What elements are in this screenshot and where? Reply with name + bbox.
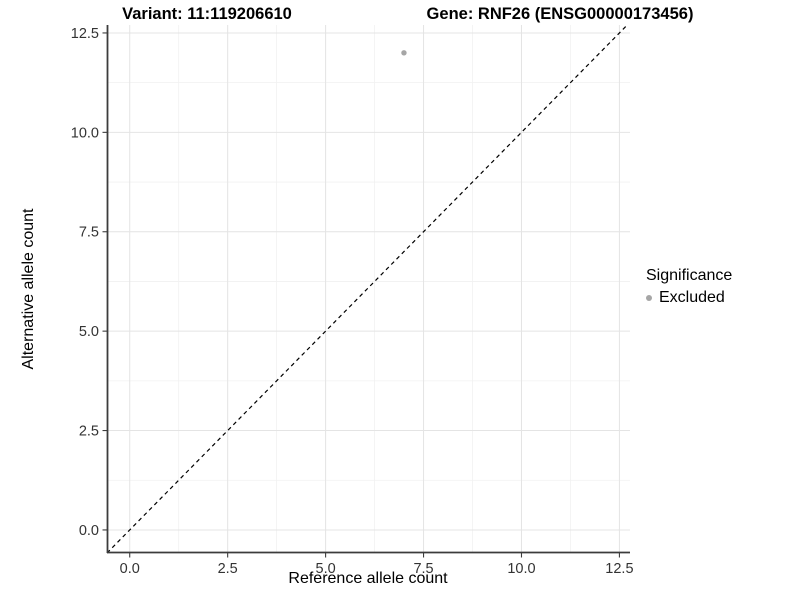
- x-tick-label: 2.5: [218, 561, 238, 577]
- plot-title-variant: Variant: 11:119206610: [122, 5, 292, 23]
- x-tick-label: 0.0: [120, 561, 140, 577]
- data-point: [401, 50, 407, 56]
- y-tick-label: 7.5: [79, 225, 99, 241]
- x-axis-label: Reference allele count: [288, 570, 448, 587]
- plot-title-gene: Gene: RNF26 (ENSG00000173456): [426, 5, 694, 23]
- legend-item-excluded: Excluded: [646, 289, 732, 307]
- x-tick-label: 7.5: [413, 561, 433, 577]
- y-tick-label: 2.5: [79, 424, 99, 440]
- y-axis-label: Alternative allele count: [20, 208, 37, 370]
- y-tick-label: 5.0: [79, 324, 99, 340]
- legend-title: Significance: [646, 267, 733, 284]
- legend-item-label: Excluded: [659, 289, 725, 306]
- y-tick-label: 12.5: [71, 26, 99, 42]
- legend: Significance Excluded: [646, 267, 732, 307]
- x-tick-label: 10.0: [507, 561, 535, 577]
- y-tick-label: 10.0: [71, 125, 99, 141]
- x-tick-label: 12.5: [605, 561, 633, 577]
- legend-point-icon: [646, 295, 652, 301]
- identity-reference-line: [106, 24, 628, 554]
- plot-panel: 0.0 2.5 5.0 7.5 10.0 12.5 0.0 2.5 5.0 7.5 10.0 12.5: [71, 24, 634, 577]
- x-tick-label: 5.0: [316, 561, 336, 577]
- y-tick-label: 0.0: [79, 523, 99, 539]
